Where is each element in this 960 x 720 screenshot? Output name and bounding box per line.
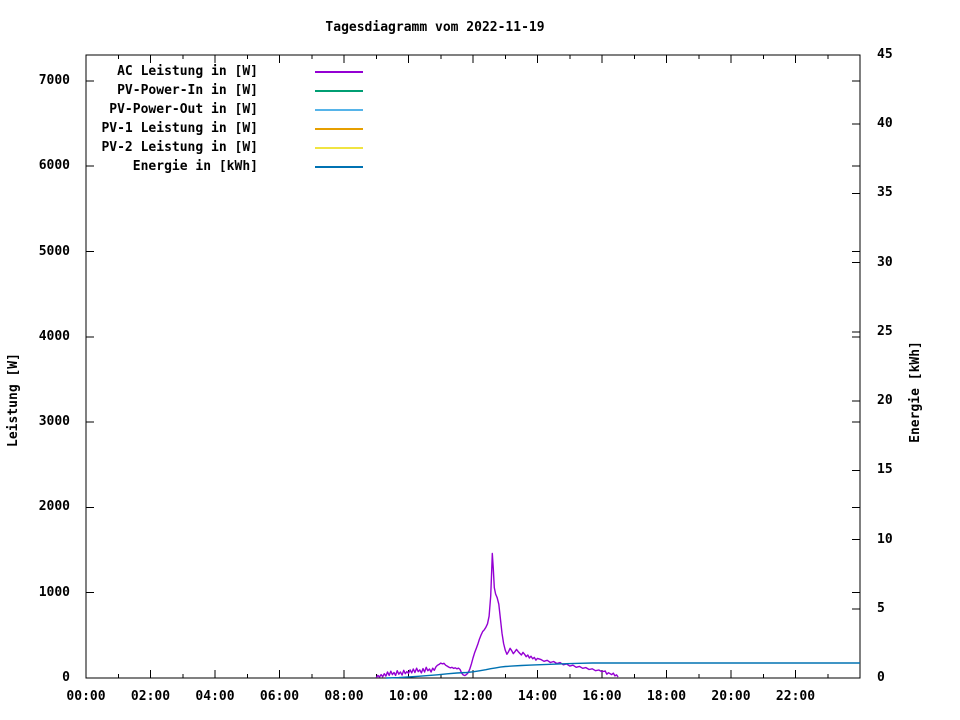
y-right-tick-label: 10 [877, 531, 893, 547]
y-right-tick-label: 40 [877, 116, 893, 132]
y-right-tick-label: 45 [877, 47, 893, 62]
legend-sample-line [315, 128, 363, 130]
legend-label: AC Leistung in [W] [117, 64, 258, 79]
y-right-tick-label: 30 [877, 254, 893, 270]
series-line [385, 662, 860, 679]
x-tick-label: 02:00 [130, 689, 171, 704]
legend-row: PV-Power-In in [W] [0, 83, 960, 99]
x-tick-label: 14:00 [517, 689, 558, 704]
y-left-tick-label: 4000 [38, 328, 70, 344]
chart-title: Tagesdiagramm vom 2022-11-19 [325, 20, 545, 35]
y-left-tick-label: 7000 [38, 72, 70, 88]
legend-row: Energie in [kWh] [0, 159, 960, 175]
y-right-tick-label: 25 [877, 323, 893, 339]
legend-label: PV-2 Leistung in [W] [101, 140, 258, 155]
x-tick-label: 10:00 [388, 689, 429, 704]
legend-sample-line [315, 147, 363, 149]
y-left-tick-label: 6000 [38, 158, 70, 174]
x-tick-label: 20:00 [711, 689, 751, 704]
y-right-axis-label: Energie [kWh] [908, 341, 923, 443]
y-right-tick-label: 5 [877, 600, 885, 616]
x-tick-label: 22:00 [775, 689, 816, 704]
x-tick-label: 08:00 [324, 689, 364, 704]
y-left-tick-label: 0 [62, 670, 70, 685]
legend-label: PV-Power-In in [W] [117, 83, 258, 98]
x-tick-label: 12:00 [453, 689, 493, 704]
legend-sample-line [315, 109, 363, 111]
legend-label: PV-1 Leistung in [W] [101, 121, 258, 136]
legend-row: PV-1 Leistung in [W] [0, 121, 960, 137]
y-right-tick-label: 20 [877, 393, 893, 409]
legend-label: PV-Power-Out in [W] [109, 102, 258, 117]
y-left-tick-label: 2000 [38, 499, 70, 515]
legend-sample-line [315, 71, 363, 73]
y-left-tick-label: 3000 [38, 414, 70, 430]
legend-sample-line [315, 90, 363, 92]
x-tick-label: 18:00 [646, 689, 687, 704]
y-right-tick-label: 15 [877, 462, 893, 478]
x-tick-label: 04:00 [195, 689, 235, 704]
legend-sample-line [315, 166, 363, 168]
y-left-tick-label: 1000 [38, 584, 70, 600]
legend-row: PV-Power-Out in [W] [0, 102, 960, 118]
x-tick-label: 06:00 [259, 689, 300, 704]
y-right-tick-label: 0 [877, 670, 885, 685]
legend-label: Energie in [kWh] [132, 159, 258, 174]
series-line [375, 552, 619, 679]
x-tick-label: 00:00 [66, 689, 106, 704]
x-tick-label: 16:00 [582, 689, 622, 704]
y-right-tick-label: 35 [877, 185, 893, 201]
legend-row: AC Leistung in [W] [0, 64, 960, 80]
y-left-tick-label: 5000 [38, 243, 70, 259]
legend-row: PV-2 Leistung in [W] [0, 140, 960, 156]
